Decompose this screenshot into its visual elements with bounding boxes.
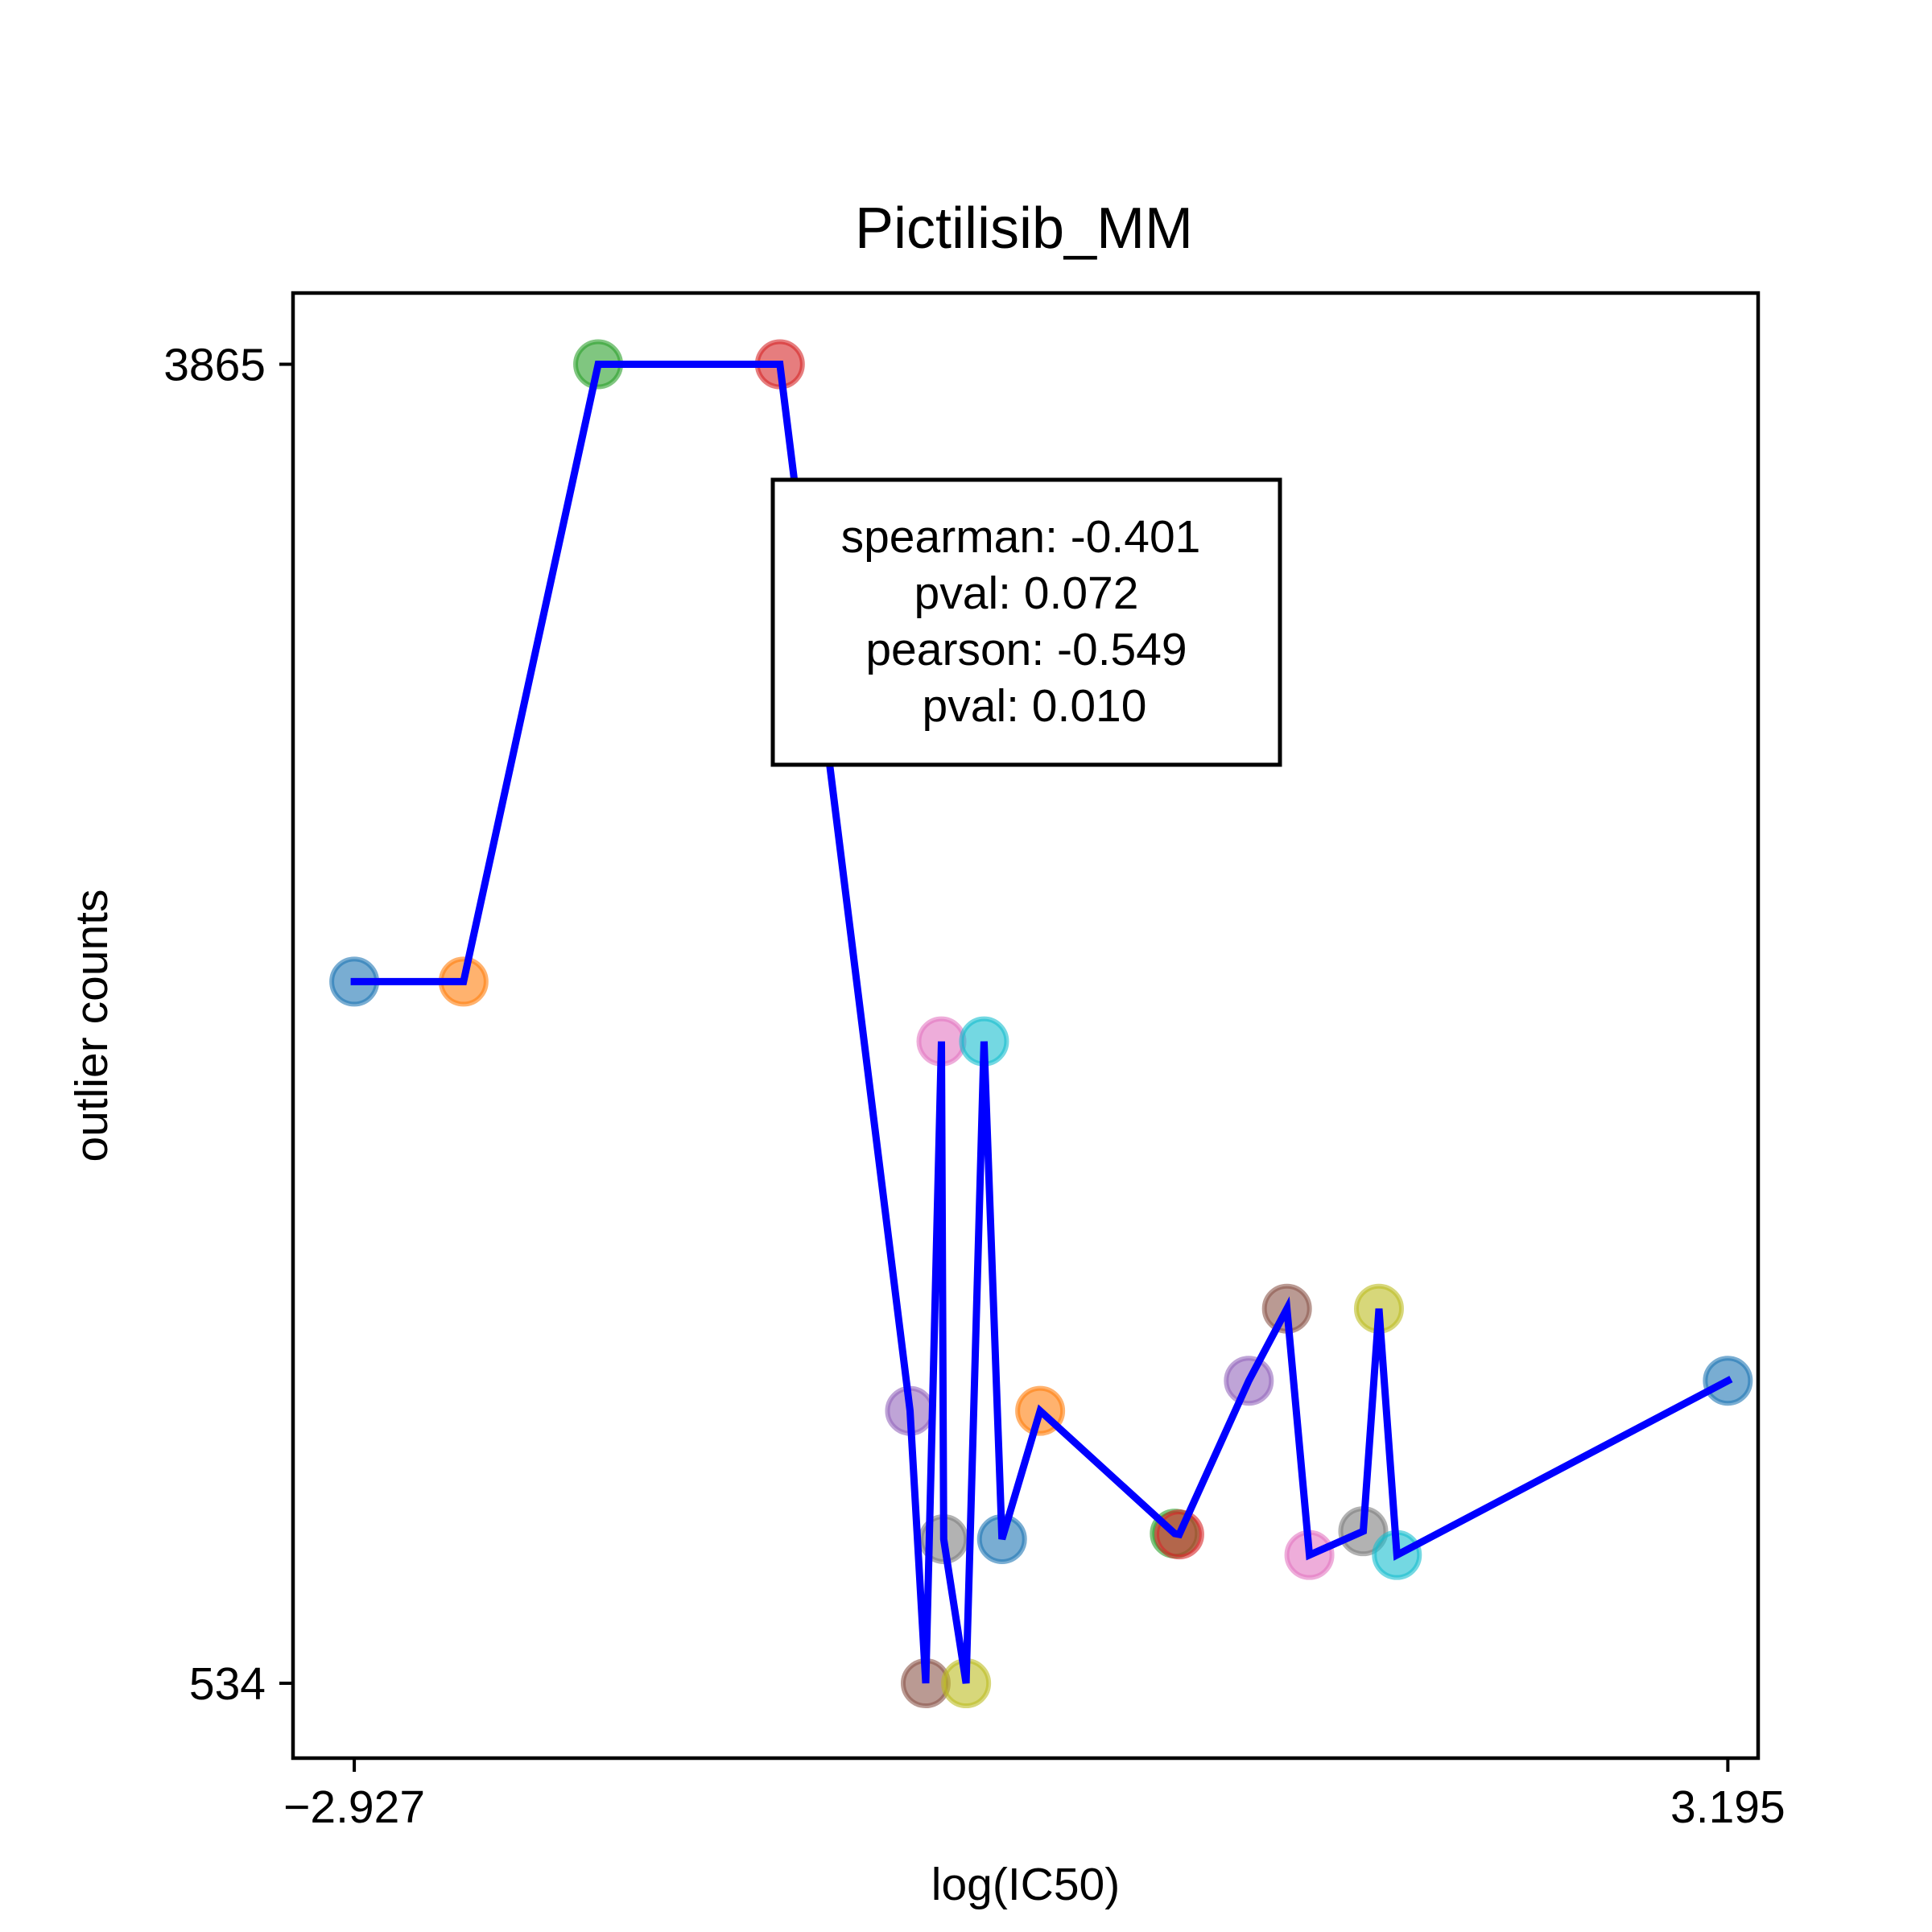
x-tick-label: −2.927 (283, 1781, 425, 1833)
stats-box-frame (770, 477, 1282, 767)
stats-spearman-pval: pval: 0.072 (914, 568, 1139, 619)
stats-pearson-pval: pval: 0.010 (923, 680, 1147, 732)
x-tick-label: 3.195 (1670, 1781, 1785, 1833)
plot-area-frame (291, 291, 1761, 1761)
stats-pearson: pearson: -0.549 (865, 624, 1187, 675)
chart-title: Pictilisib_MM (855, 196, 1193, 261)
stats-spearman: spearman: -0.401 (841, 511, 1201, 563)
ticks-layer: −2.927 3.195 3865 534 (163, 340, 1785, 1833)
stats-box: spearman: -0.401 pval: 0.072 pearson: -0… (770, 477, 1282, 767)
y-tick-label: 534 (189, 1658, 266, 1710)
y-tick-label: 3865 (163, 340, 266, 391)
y-axis-label: outlier counts (66, 889, 118, 1162)
x-axis-label: log(IC50) (931, 1859, 1120, 1910)
